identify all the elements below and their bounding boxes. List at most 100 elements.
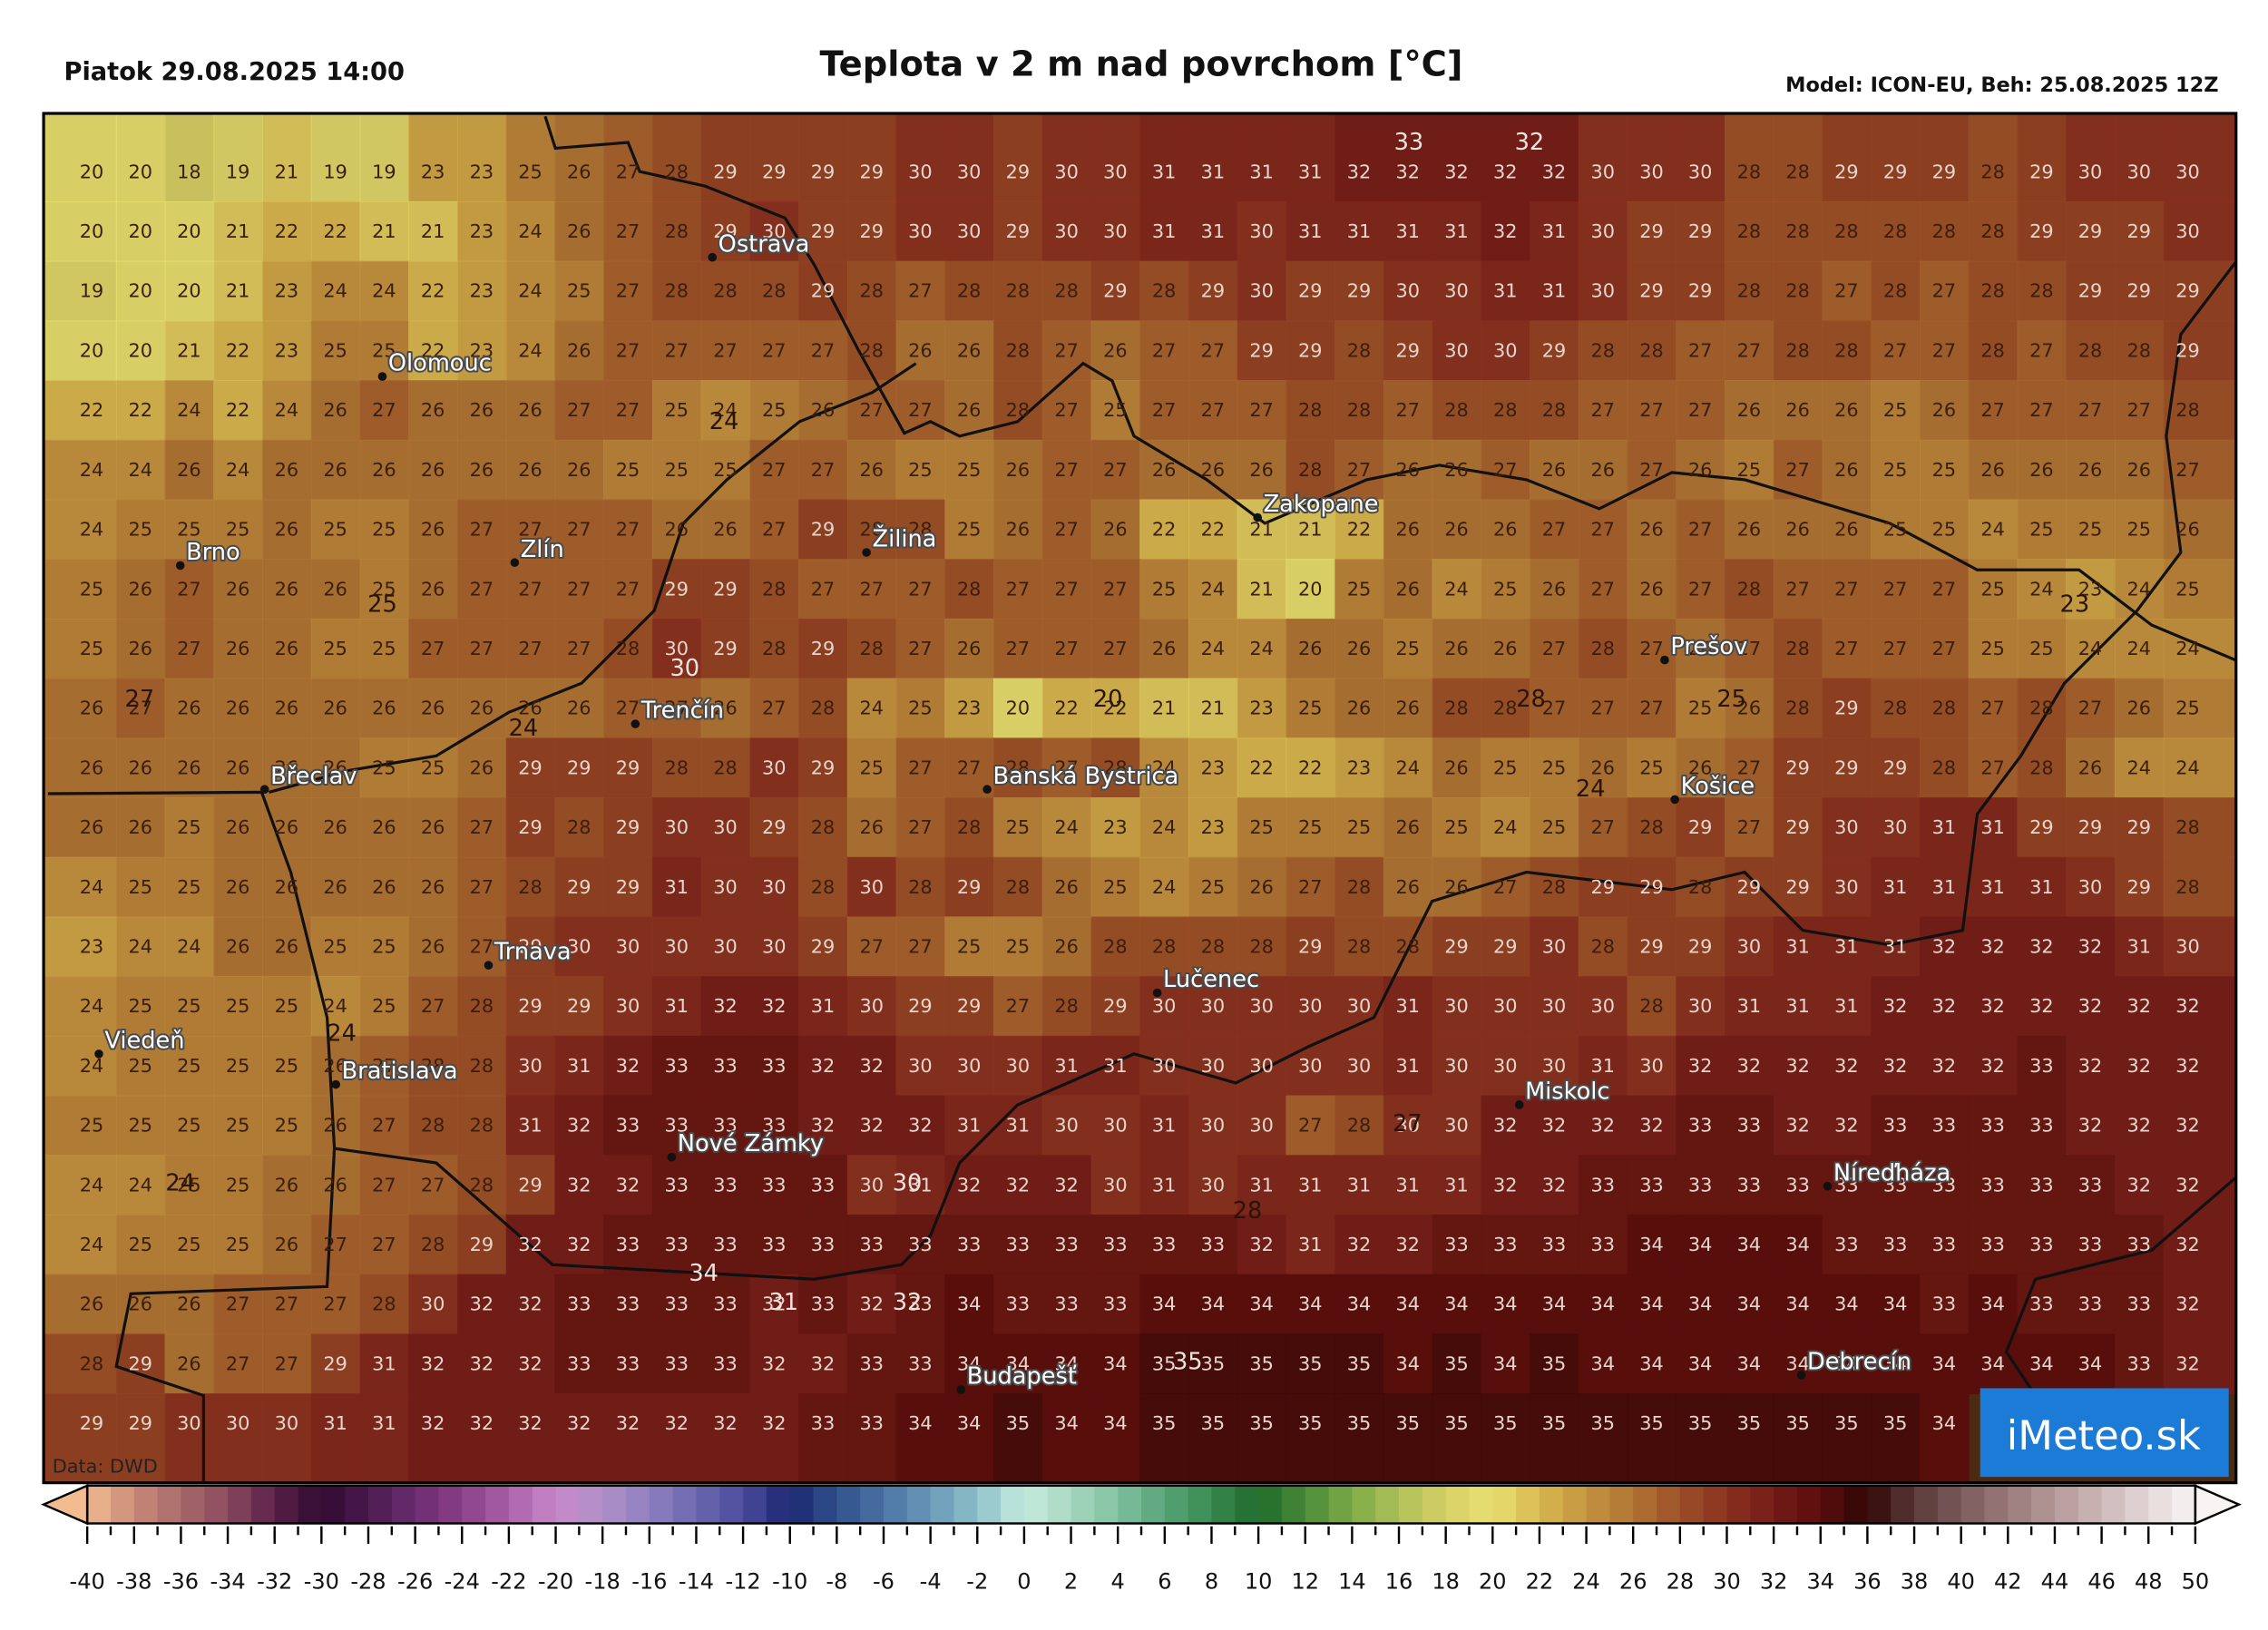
- temperature-cell: [1334, 1274, 1384, 1335]
- colorbar-tick-label: -6: [873, 1569, 894, 1595]
- grid-value: 32: [470, 1352, 494, 1374]
- grid-value: 22: [275, 220, 299, 242]
- grid-value: 33: [665, 1115, 689, 1137]
- grid-value: 24: [2078, 638, 2103, 659]
- temperature-cell: [749, 678, 800, 739]
- grid-value: 34: [908, 1412, 933, 1434]
- temperature-cell: [2163, 618, 2236, 679]
- grid-value: 27: [1347, 459, 1372, 481]
- temperature-cell: [895, 260, 946, 322]
- temperature-cell: [115, 1214, 166, 1275]
- colorbar-segment: [1258, 1485, 1283, 1524]
- temperature-cell: [1481, 1333, 1531, 1395]
- colorbar-segment: [1891, 1485, 1915, 1524]
- temperature-cell: [700, 1214, 751, 1275]
- contour-label: 27: [1393, 1110, 1422, 1137]
- colorbar-segment: [1094, 1485, 1119, 1524]
- grid-value: 30: [1201, 995, 1226, 1017]
- temperature-cell: [1919, 1393, 1970, 1483]
- temperature-cell: [846, 113, 897, 202]
- temperature-cell: [603, 737, 653, 798]
- grid-value: 27: [811, 578, 836, 600]
- grid-value: 29: [713, 578, 738, 600]
- grid-value: 32: [1688, 1055, 1713, 1077]
- grid-value: 30: [1201, 1174, 1226, 1196]
- grid-values: 20 20 18 19 21 19 19 23 23 25 26 27 28 29 29 29 29 30 30 29…: [80, 161, 2200, 1434]
- grid-value: 33: [2029, 1234, 2054, 1255]
- colorbar-tick-label: -22: [491, 1569, 526, 1595]
- temperature-cell: [651, 797, 702, 858]
- grid-value: 25: [226, 995, 250, 1017]
- border-hu-ro: [2004, 1176, 2236, 1397]
- temperature-cell: [1530, 559, 1579, 620]
- temperature-cell: [944, 200, 995, 262]
- temperature-cell: [2066, 1274, 2116, 1335]
- grid-value: 26: [372, 876, 396, 898]
- grid-value: 28: [470, 1055, 494, 1077]
- grid-value: 32: [1980, 1055, 2005, 1077]
- temperature-cell: [1530, 797, 1579, 858]
- grid-value: 32: [859, 1055, 884, 1077]
- grid-value: 24: [2127, 578, 2152, 600]
- temperature-cell: [408, 260, 458, 322]
- data-source: Data: DWD: [53, 1455, 158, 1477]
- temperature-cell: [1919, 1274, 1970, 1335]
- grid-value: 30: [1444, 1115, 1469, 1137]
- grid-value: 27: [2175, 459, 2200, 481]
- border-south: [47, 260, 2236, 1281]
- grid-value: 32: [2175, 1234, 2200, 1255]
- temperature-cell: [1530, 976, 1579, 1037]
- grid-value: 29: [762, 161, 787, 182]
- grid-value: 34: [1883, 1293, 1908, 1315]
- grid-value: 28: [1590, 339, 1615, 361]
- grid-value: 25: [1444, 816, 1469, 838]
- temperature-cell: [1676, 200, 1726, 262]
- grid-value: 26: [1590, 459, 1615, 481]
- temperature-cell: [213, 976, 263, 1037]
- grid-value: 28: [80, 1352, 104, 1374]
- temperature-cell: [1286, 200, 1336, 262]
- temperature-cell: [1432, 618, 1482, 679]
- temperature-cell: [700, 499, 751, 561]
- grid-value: 32: [1932, 1055, 1957, 1077]
- temperature-cell: [1822, 976, 1872, 1037]
- grid-value: 27: [470, 876, 494, 898]
- city-dot: [1796, 1371, 1806, 1380]
- grid-value: 26: [1834, 519, 1859, 541]
- temperature-cell: [1968, 618, 2019, 679]
- temperature-cell: [1968, 1274, 2019, 1335]
- grid-value: 21: [372, 220, 396, 242]
- temperature-cell: [1334, 113, 1384, 202]
- grid-value: 33: [1737, 1115, 1762, 1137]
- temperature-cell: [1725, 1274, 1774, 1335]
- temperature-field: [44, 113, 2236, 1483]
- grid-value: 34: [1493, 1293, 1518, 1315]
- grid-value: 29: [2127, 220, 2152, 242]
- grid-value: 32: [567, 1115, 591, 1137]
- temperature-cell: [700, 1095, 751, 1157]
- grid-value: 28: [665, 161, 689, 182]
- temperature-cell: [164, 797, 215, 858]
- colorbar-segment: [1399, 1485, 1423, 1524]
- grid-value: 28: [762, 578, 787, 600]
- grid-value: 31: [1932, 816, 1957, 838]
- temperature-cell: [2066, 260, 2116, 322]
- temperature-cell: [1188, 439, 1238, 501]
- temperature-cell: [1919, 1035, 1970, 1097]
- grid-value: 32: [713, 1412, 738, 1434]
- temperature-cell: [846, 200, 897, 262]
- grid-value: 28: [1883, 220, 1908, 242]
- grid-value: 28: [1201, 936, 1226, 958]
- colorbar-segment: [1960, 1485, 1986, 1524]
- grid-value: 27: [665, 339, 689, 361]
- temperature-cell: [2017, 499, 2068, 561]
- contour-label: 30: [893, 1170, 923, 1197]
- temperature-cell: [1090, 678, 1141, 739]
- grid-value: 26: [226, 578, 250, 600]
- grid-value: 26: [1152, 459, 1177, 481]
- grid-value: 30: [1883, 816, 1908, 838]
- colorbar-segment: [836, 1485, 861, 1524]
- grid-value: 34: [1834, 1352, 1859, 1374]
- grid-value: 26: [128, 638, 152, 659]
- temperature-cell: [164, 380, 215, 441]
